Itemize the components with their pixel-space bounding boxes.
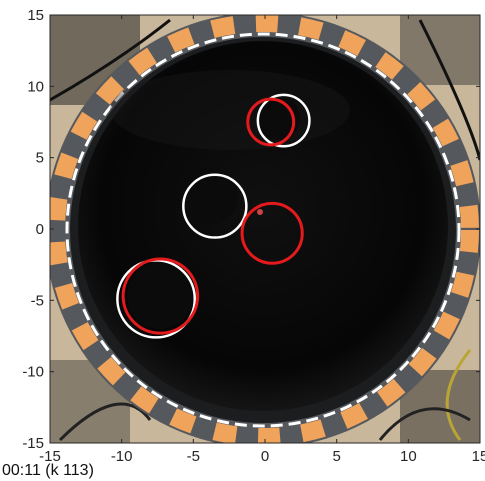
small-float <box>257 209 263 215</box>
white-circle-series <box>116 93 311 339</box>
y-tick-label: -15 <box>22 435 44 452</box>
x-tick-label: -5 <box>187 448 200 465</box>
red-circle-series <box>121 97 304 335</box>
red-circle <box>246 97 296 147</box>
rim-dashed-line <box>65 32 461 428</box>
y-tick-label: 5 <box>36 150 44 167</box>
y-tick-labels: 15 10 5 0 -5 -10 -15 <box>22 7 44 452</box>
x-tick-label: -10 <box>111 448 133 465</box>
floating-disc <box>182 168 238 224</box>
red-circle <box>121 257 200 335</box>
floating-disc <box>127 263 193 329</box>
frame-caption: 00:11 (k 113) <box>2 462 94 479</box>
tick-marks <box>49 14 481 444</box>
y-tick-label: 0 <box>36 221 44 238</box>
white-circle <box>256 93 311 148</box>
red-circle <box>240 201 304 265</box>
x-tick-labels: -15 -10 -5 0 5 10 15 <box>39 448 485 465</box>
x-tick-label: 5 <box>332 448 340 465</box>
x-tick-label: 10 <box>400 448 417 465</box>
white-circle <box>182 173 248 239</box>
rim-gauge-markings <box>50 15 479 443</box>
y-tick-label: -5 <box>31 292 44 309</box>
x-tick-label: 15 <box>472 448 485 465</box>
y-tick-label: -10 <box>22 364 44 381</box>
x-tick-label: 0 <box>261 448 269 465</box>
x-tick-label: -15 <box>39 448 61 465</box>
y-tick-label: 15 <box>27 7 44 24</box>
y-tick-label: 10 <box>27 78 44 95</box>
